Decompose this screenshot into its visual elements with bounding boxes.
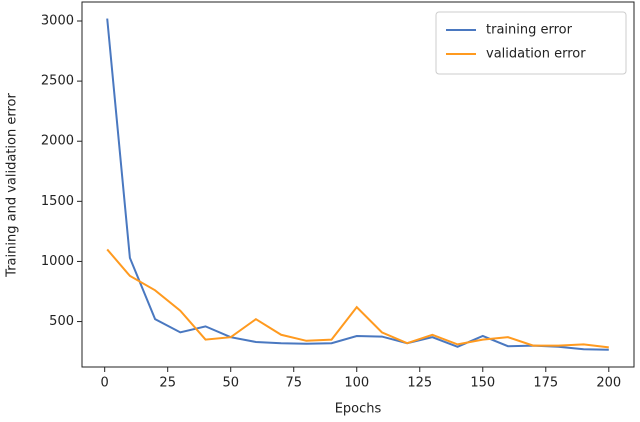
line [106, 18, 609, 351]
x-tick-label: 200 [596, 376, 621, 391]
legend-box [435, 11, 627, 75]
y-tick-label: 2500 [41, 74, 74, 89]
x-axis-label: Epochs [335, 402, 382, 417]
x-tick-label: 75 [285, 376, 302, 391]
legend-label: validation error [486, 47, 586, 62]
line [106, 248, 609, 349]
y-tick-label: 1000 [41, 254, 74, 269]
x-tick-label: 100 [344, 376, 369, 391]
y-tick-label: 1500 [41, 194, 74, 209]
plot-frame [81, 1, 635, 368]
y-axis-label: Training and validation error [5, 93, 20, 278]
x-tick-label: 125 [407, 376, 432, 391]
x-tick-label: 175 [533, 376, 558, 391]
x-tick-label: 0 [101, 376, 109, 391]
y-tick-label: 3000 [41, 13, 74, 28]
legend-label: training error [486, 23, 573, 38]
x-tick-label: 150 [470, 376, 495, 391]
y-tick-label: 500 [49, 314, 74, 329]
x-tick-label: 25 [159, 376, 176, 391]
x-tick-label: 50 [222, 376, 239, 391]
y-tick-label: 2000 [41, 134, 74, 149]
